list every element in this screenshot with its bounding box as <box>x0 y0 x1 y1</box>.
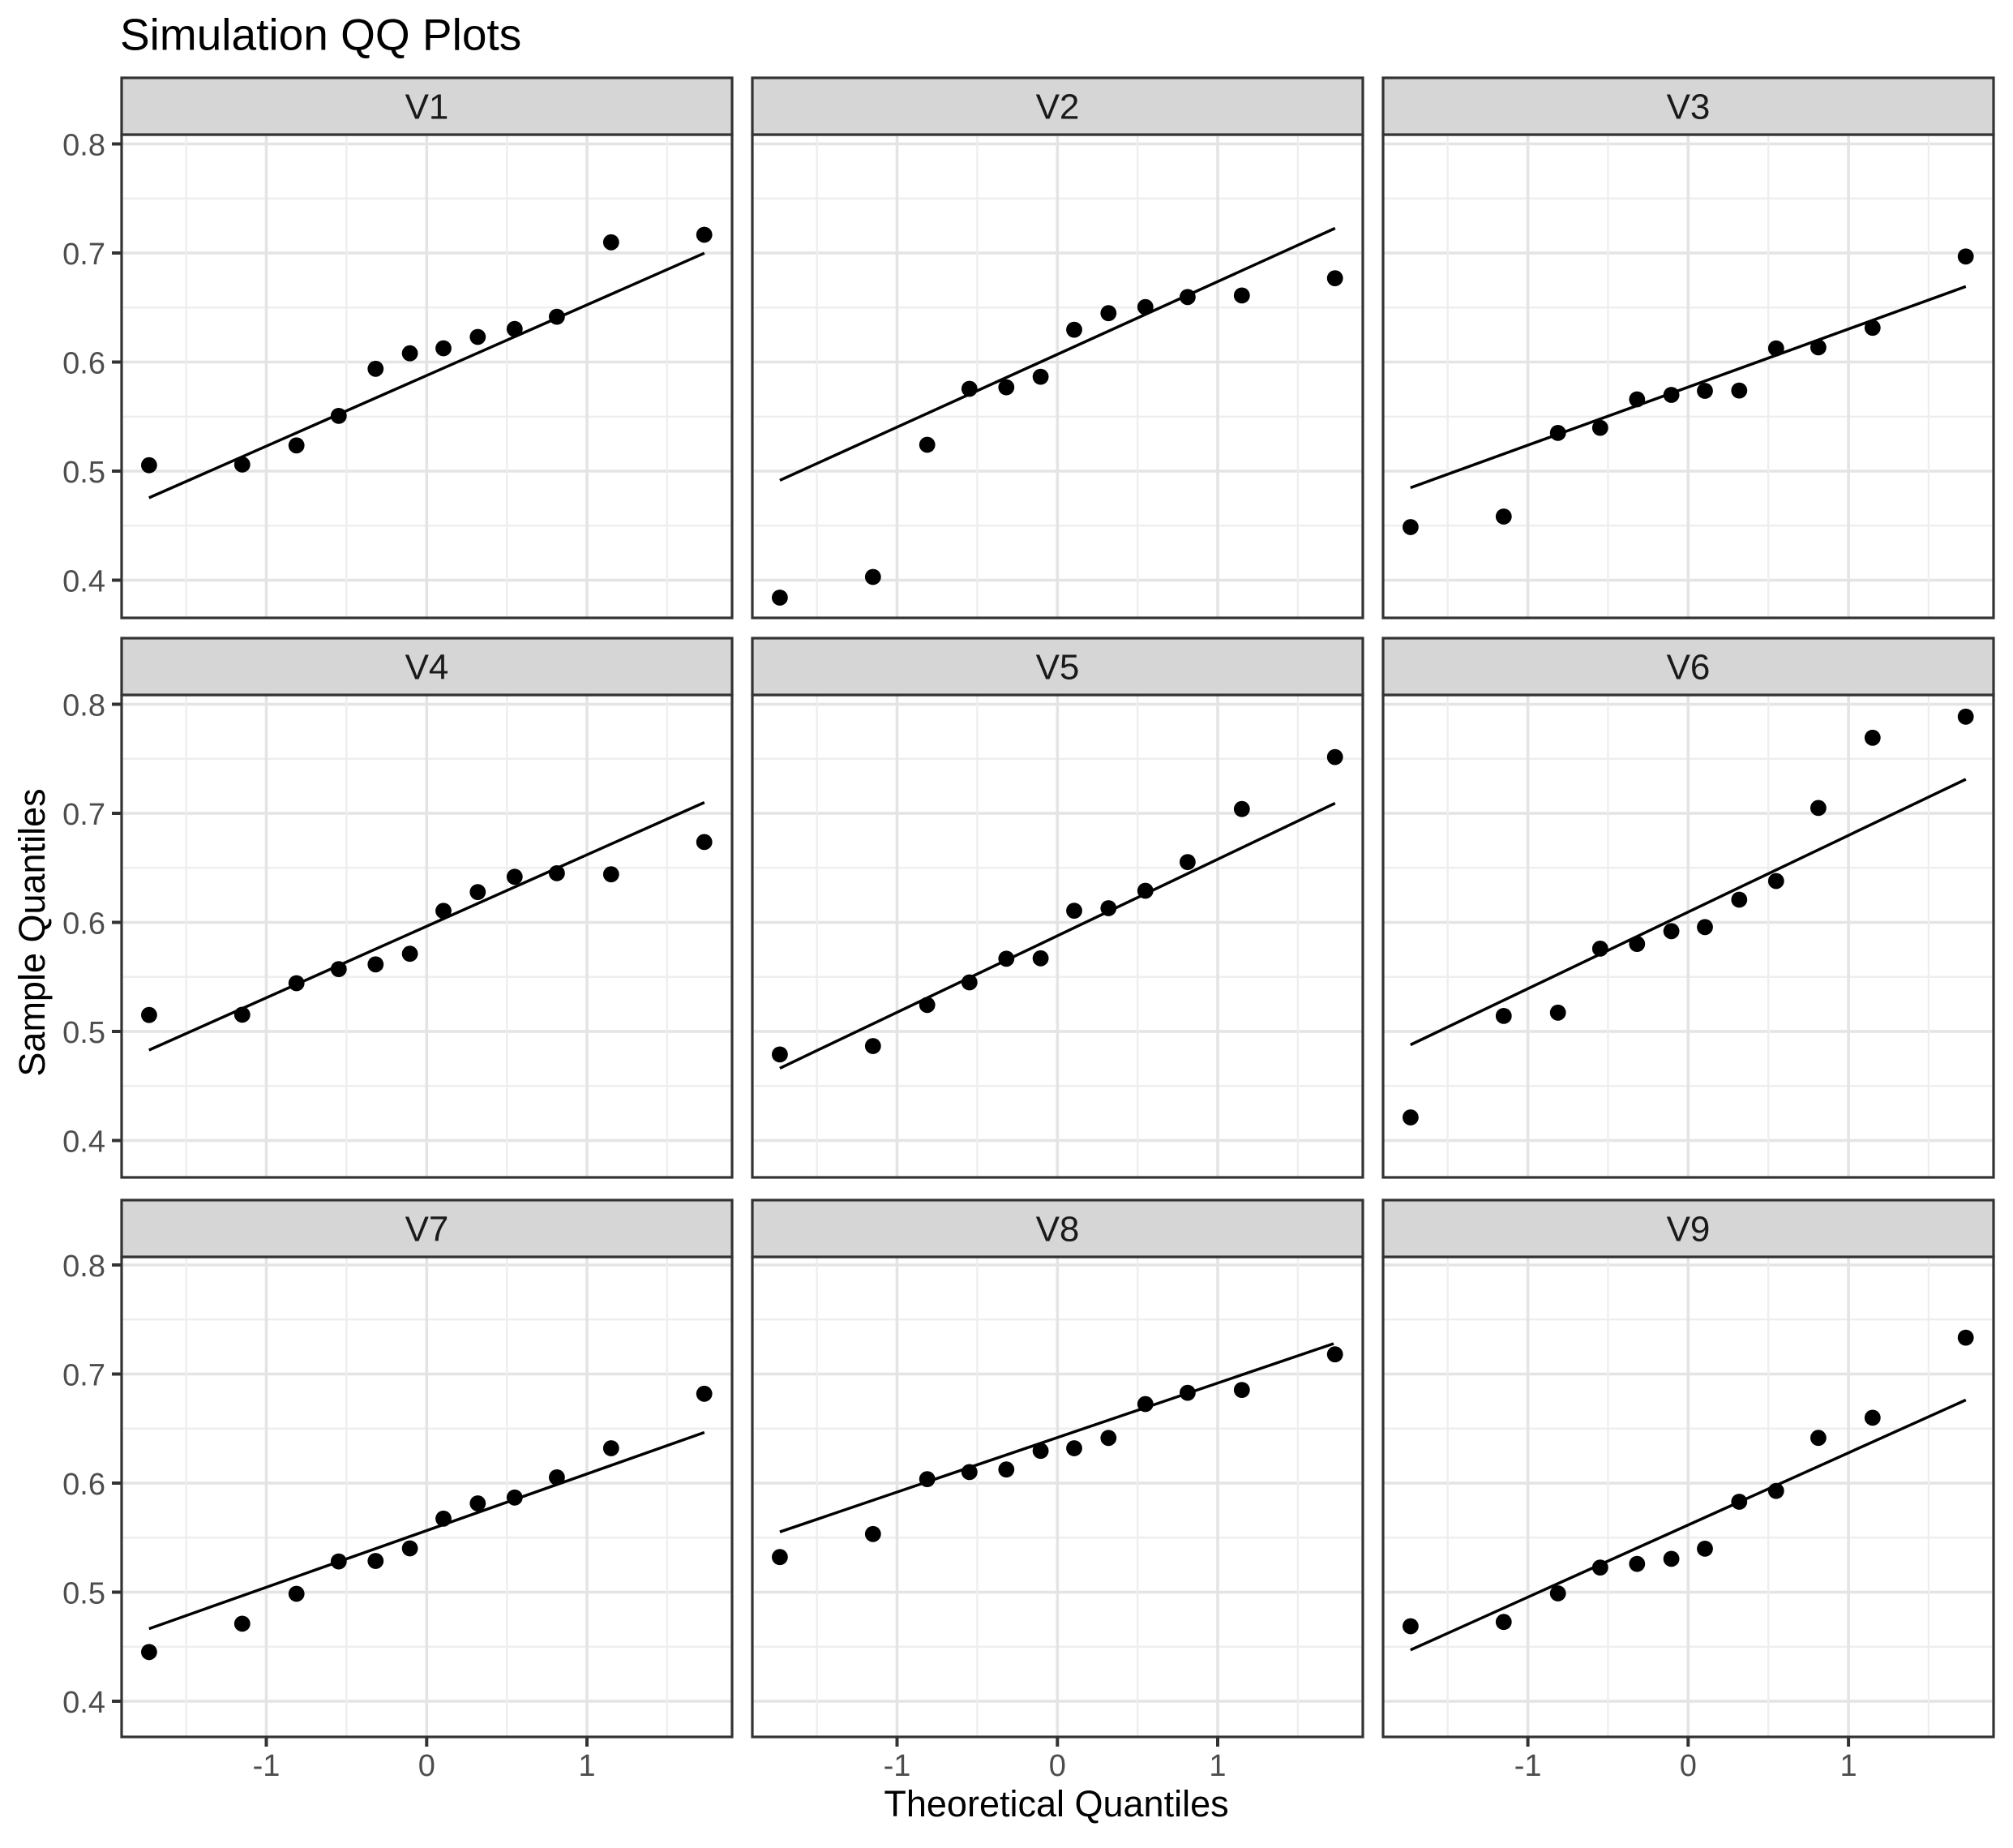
svg-text:-1: -1 <box>253 1749 281 1783</box>
svg-text:-1: -1 <box>1514 1749 1542 1783</box>
svg-text:0.7: 0.7 <box>62 1359 105 1393</box>
svg-text:V8: V8 <box>1036 1210 1080 1250</box>
svg-text:0.7: 0.7 <box>62 798 105 832</box>
svg-text:0.8: 0.8 <box>62 129 105 163</box>
svg-text:0.8: 0.8 <box>62 1250 105 1284</box>
svg-text:0.4: 0.4 <box>62 1686 105 1720</box>
svg-text:0.6: 0.6 <box>62 347 105 381</box>
svg-text:1: 1 <box>1209 1749 1226 1783</box>
svg-text:0: 0 <box>1049 1749 1066 1783</box>
svg-text:-1: -1 <box>884 1749 911 1783</box>
svg-text:0: 0 <box>418 1749 435 1783</box>
svg-text:1: 1 <box>578 1749 595 1783</box>
svg-text:0.6: 0.6 <box>62 1468 105 1502</box>
svg-text:0.5: 0.5 <box>62 1577 105 1611</box>
svg-text:V4: V4 <box>405 648 449 688</box>
svg-text:0: 0 <box>1680 1749 1697 1783</box>
svg-text:Theoretical Quantiles: Theoretical Quantiles <box>884 1783 1228 1824</box>
svg-text:V1: V1 <box>405 88 449 127</box>
svg-text:0.5: 0.5 <box>62 456 105 490</box>
svg-text:Simulation QQ Plots: Simulation QQ Plots <box>120 10 521 60</box>
svg-text:V3: V3 <box>1667 88 1711 127</box>
svg-text:1: 1 <box>1840 1749 1857 1783</box>
svg-text:V9: V9 <box>1667 1210 1711 1250</box>
svg-text:0.8: 0.8 <box>62 689 105 723</box>
svg-text:0.4: 0.4 <box>62 1126 105 1160</box>
svg-text:V6: V6 <box>1667 648 1711 688</box>
svg-text:V7: V7 <box>405 1210 449 1250</box>
svg-text:0.5: 0.5 <box>62 1016 105 1050</box>
svg-text:V5: V5 <box>1036 648 1080 688</box>
svg-text:0.6: 0.6 <box>62 907 105 941</box>
svg-text:V2: V2 <box>1036 88 1080 127</box>
svg-text:0.7: 0.7 <box>62 238 105 272</box>
svg-text:Sample Quantiles: Sample Quantiles <box>11 788 53 1076</box>
svg-text:0.4: 0.4 <box>62 565 105 599</box>
